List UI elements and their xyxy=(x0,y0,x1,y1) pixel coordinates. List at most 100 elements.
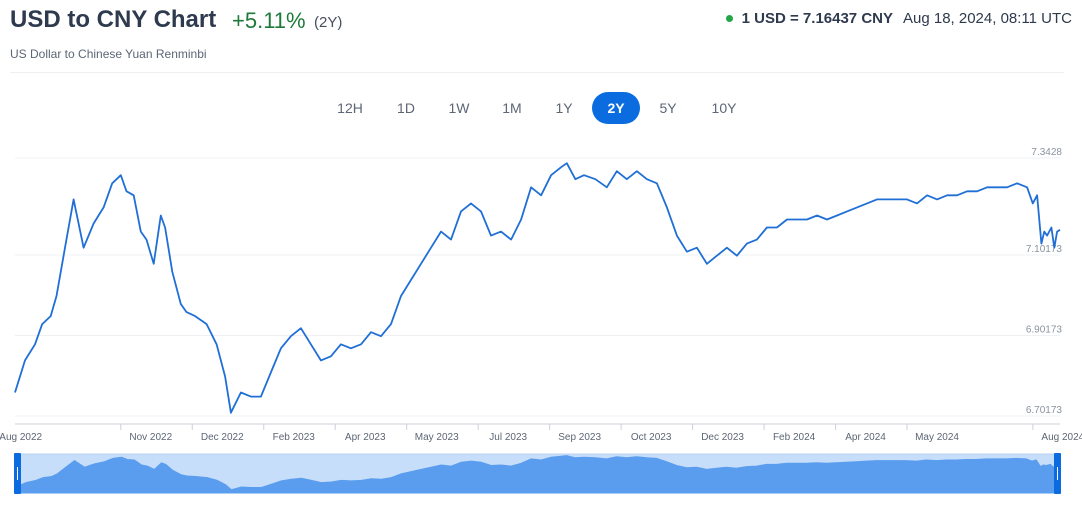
data-point xyxy=(287,332,295,340)
data-point xyxy=(497,228,505,236)
x-tick-label: Dec 2022 xyxy=(201,432,244,443)
data-point xyxy=(467,199,475,207)
range-button-1w[interactable]: 1W xyxy=(436,92,482,124)
data-point xyxy=(603,183,611,191)
range-button-10y[interactable]: 10Y xyxy=(700,92,748,124)
data-point xyxy=(277,344,285,352)
data-point xyxy=(70,195,78,203)
data-point xyxy=(213,340,221,348)
data-point xyxy=(1013,179,1021,187)
data-point xyxy=(357,340,365,348)
data-point xyxy=(447,236,455,244)
data-point xyxy=(457,207,465,215)
data-point xyxy=(247,393,255,401)
data-point xyxy=(803,216,811,224)
data-point xyxy=(1050,244,1058,252)
data-point xyxy=(953,191,961,199)
x-tick-label: May 2023 xyxy=(415,432,459,443)
data-point xyxy=(1029,199,1037,207)
data-point xyxy=(407,276,415,284)
data-point xyxy=(913,199,921,207)
data-point xyxy=(1033,191,1041,199)
data-point xyxy=(547,171,555,179)
series-line xyxy=(14,162,1061,414)
data-point xyxy=(743,240,751,248)
page-subtitle: US Dollar to Chinese Yuan Renminbi xyxy=(10,47,207,61)
data-point xyxy=(137,228,145,236)
range-button-1m[interactable]: 1M xyxy=(491,92,533,124)
range-button-2y[interactable]: 2Y xyxy=(592,92,640,124)
data-point xyxy=(257,393,265,401)
data-point xyxy=(477,207,485,215)
data-point xyxy=(161,224,169,232)
header: USD to CNY Chart +5.11% (2Y) US Dollar t… xyxy=(10,6,1072,66)
data-point xyxy=(427,244,435,252)
live-status-icon xyxy=(725,15,733,22)
data-point xyxy=(973,187,981,195)
x-tick-label: Oct 2023 xyxy=(631,432,672,443)
data-point xyxy=(1043,232,1051,240)
data-point xyxy=(753,236,761,244)
data-point xyxy=(633,167,641,175)
data-point xyxy=(643,175,651,183)
data-point xyxy=(1003,183,1011,191)
x-tick-label: May 2024 xyxy=(915,432,959,443)
data-point xyxy=(933,195,941,203)
x-tick-label: Aug 2022 xyxy=(0,432,43,443)
data-point xyxy=(307,340,315,348)
data-point xyxy=(723,244,731,252)
change-percent: +5.11% xyxy=(232,8,306,33)
data-point xyxy=(117,171,125,179)
range-button-1d[interactable]: 1D xyxy=(387,92,425,124)
current-rate: 1 USD = 7.16437 CNY Aug 18, 2024, 08:11 … xyxy=(725,10,1072,27)
data-point xyxy=(580,171,588,179)
data-point xyxy=(177,300,185,308)
rate-timestamp: Aug 18, 2024, 08:11 UTC xyxy=(903,10,1072,27)
data-point xyxy=(1056,226,1064,234)
data-point xyxy=(108,179,116,187)
x-tick-label: Apr 2023 xyxy=(345,432,386,443)
x-tick-label: Aug 2024 xyxy=(1041,432,1082,443)
data-point xyxy=(823,216,831,224)
range-button-12h[interactable]: 12H xyxy=(329,92,371,124)
y-tick-label: 6.70173 xyxy=(1026,405,1063,416)
range-button-1y[interactable]: 1Y xyxy=(544,92,584,124)
data-point xyxy=(613,167,621,175)
data-point xyxy=(437,228,445,236)
data-point xyxy=(397,292,405,300)
data-point xyxy=(237,389,245,397)
data-point xyxy=(317,356,325,364)
time-range-selector: 12H 1D 1W 1M 1Y 2Y 5Y 10Y xyxy=(0,92,1082,124)
data-point xyxy=(227,409,235,417)
data-point xyxy=(843,207,851,215)
data-point xyxy=(773,224,781,232)
range-button-5y[interactable]: 5Y xyxy=(648,92,688,124)
data-point xyxy=(693,244,701,252)
data-point xyxy=(883,195,891,203)
header-divider xyxy=(10,72,1064,73)
data-point xyxy=(327,352,335,360)
data-point xyxy=(31,340,39,348)
data-point xyxy=(123,187,131,195)
data-point xyxy=(893,195,901,203)
x-tick-label: Sep 2023 xyxy=(558,432,601,443)
data-point xyxy=(983,183,991,191)
data-point xyxy=(653,179,661,187)
y-tick-label: 7.3428 xyxy=(1031,147,1062,158)
data-point xyxy=(1023,183,1031,191)
exchange-rate-chart[interactable]: 7.3428 7.10173 6.90173 6.70173 Aug 2022 Nov 2… xyxy=(0,140,1082,509)
data-point xyxy=(267,368,275,376)
data-point xyxy=(963,187,971,195)
data-point xyxy=(157,212,165,220)
x-tick-label: Nov 2022 xyxy=(129,432,172,443)
data-point xyxy=(183,308,191,316)
data-point xyxy=(663,203,671,211)
data-point xyxy=(337,340,345,348)
change-period: (2Y) xyxy=(314,14,343,31)
rate-value: 1 USD = 7.16437 CNY xyxy=(741,10,893,27)
data-point xyxy=(833,212,841,220)
x-tick-label: Apr 2024 xyxy=(845,432,886,443)
data-point xyxy=(417,260,425,268)
navigator-series xyxy=(15,455,1060,494)
data-point xyxy=(100,203,108,211)
